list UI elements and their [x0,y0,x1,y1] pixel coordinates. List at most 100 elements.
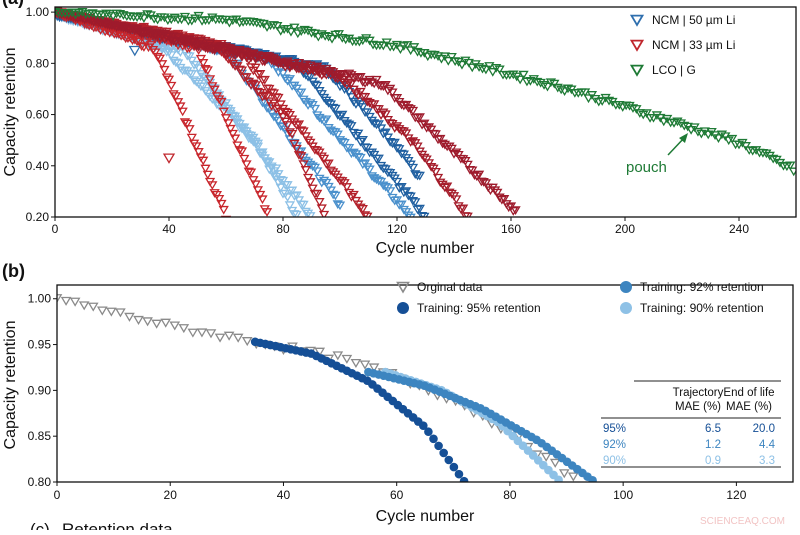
data-point [293,151,305,160]
data-point [426,125,437,135]
original-data-point [332,351,344,361]
data-point [348,190,359,200]
original-data-point [223,331,235,341]
data-point [190,14,201,24]
data-point [184,125,195,134]
data-point [182,119,193,129]
data-point [395,45,406,54]
panel-a-ticks: 0 40 80 120 160 200 240 0.20 0.40 0.60 0.80 1.00 [26,5,750,236]
data-point [320,32,331,41]
data-point [268,171,280,181]
eol-mae: 3.3 [759,455,775,467]
data-point [398,101,409,111]
data-point [241,73,252,82]
data-point [362,163,373,172]
data-point [55,7,61,17]
data-point [302,136,314,146]
data-point [296,126,307,136]
data-point [350,89,362,99]
data-point [248,18,259,27]
data-point [407,137,419,146]
data-point [439,183,451,193]
data-point [559,87,570,96]
data-point [225,124,236,134]
data-point [177,107,188,117]
data-point [542,82,553,92]
data-point [443,56,454,66]
data-point [168,90,179,99]
original-data-point [359,360,371,370]
x-tick-label: 0 [54,488,61,502]
data-point [170,58,181,68]
data-point [412,142,423,152]
data-point [330,104,341,114]
x-tick-label: 60 [390,488,404,502]
data-point [255,53,266,63]
data-point [435,134,446,144]
data-point [179,118,191,128]
data-point [312,146,323,156]
data-point [302,66,314,76]
data-point [648,113,659,123]
data-point [169,13,180,23]
data-point [198,82,209,92]
data-point [410,198,421,207]
data-point [658,117,669,127]
data-point [66,8,78,18]
original-data-point [196,328,208,338]
row-label: 92% [603,439,626,451]
data-point [275,100,286,110]
training-point [424,427,433,437]
data-point [330,191,341,201]
data-point [634,109,645,118]
data-point [300,166,311,175]
original-data-point [341,354,353,364]
original-data-point [96,306,108,316]
data-point [252,70,264,80]
data-point [371,75,382,85]
data-point [202,170,213,180]
data-point [273,93,284,103]
data-point [713,134,724,143]
data-point [323,32,334,42]
data-point [302,209,314,217]
original-data-point [106,307,117,317]
data-point [114,10,126,19]
data-point [203,16,215,26]
panel-b-legend: Orginal data Training: 95% retention Tra… [396,280,764,315]
panel-b-frame [56,284,794,483]
data-point [355,87,366,97]
data-point [202,66,213,76]
data-point [305,212,316,217]
data-point [439,52,451,62]
data-point [359,79,371,88]
original-data-point [187,328,199,338]
data-point [477,64,488,74]
data-point [284,201,295,211]
data-point [257,195,268,205]
original-data-point [169,321,181,331]
data-point [118,11,129,20]
data-point [202,76,213,86]
data-point [277,176,289,186]
data-point [284,75,295,84]
data-point [364,165,375,175]
data-point [298,200,309,210]
data-point [355,73,366,82]
panel-a-marks [55,7,796,217]
data-point [286,130,298,139]
original-data-point [124,312,135,322]
data-point [291,144,302,154]
header-trajectory-1: Trajectory [673,387,724,399]
data-point [261,157,273,167]
training-point [454,469,464,479]
original-data-point [60,296,72,306]
legend-marker [629,14,645,27]
data-point [176,15,187,25]
data-point [175,38,186,48]
data-point [273,116,284,126]
x-tick-label: 120 [387,222,407,236]
x-tick-label: 160 [501,222,521,236]
data-point [389,138,400,148]
data-point [373,120,384,129]
